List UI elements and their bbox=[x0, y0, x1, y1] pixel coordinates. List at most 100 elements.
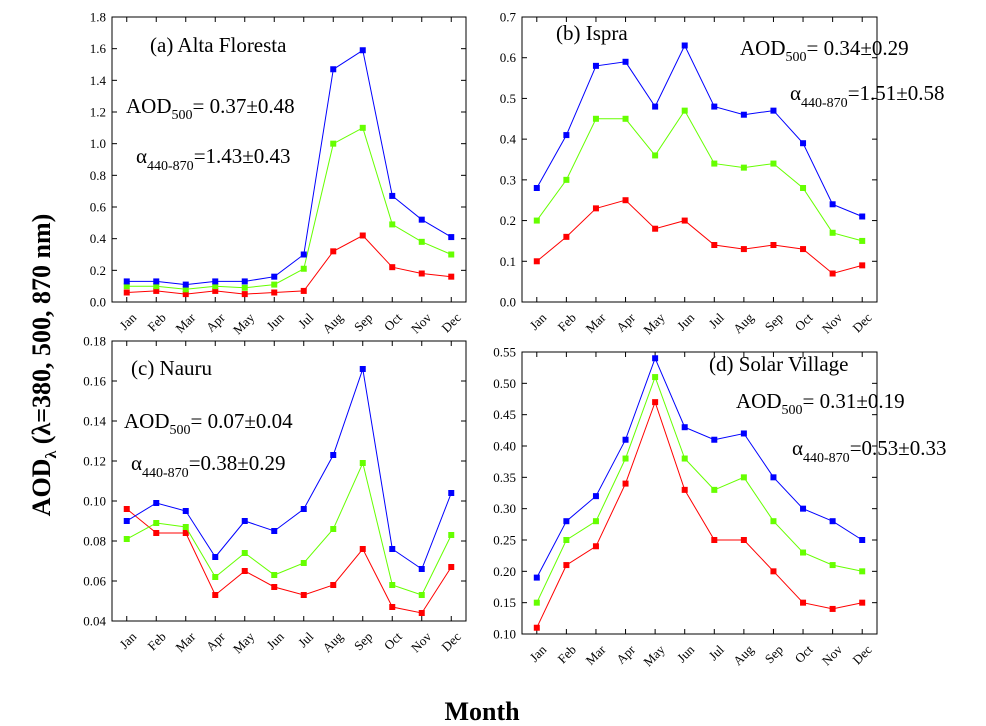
panel-a-red-point bbox=[418, 270, 425, 277]
panel-d-blue-point bbox=[592, 493, 599, 500]
panel-c-blue-point bbox=[418, 566, 425, 572]
panel-a-green-point bbox=[418, 238, 425, 245]
panel-c-series bbox=[123, 366, 455, 616]
panel-c-red-point bbox=[448, 564, 455, 570]
panel-c-green-point bbox=[123, 536, 130, 542]
panel-b-plot-frame bbox=[521, 16, 878, 303]
panel-d-green-point bbox=[829, 562, 836, 569]
panel-c-plot-frame bbox=[111, 340, 467, 622]
panel-a-xtick-label: Jul bbox=[295, 310, 317, 332]
panel-c-red-point bbox=[241, 568, 248, 574]
panel-b-frame bbox=[521, 16, 878, 303]
panel-a-red-point bbox=[212, 287, 219, 294]
panel-b-red-point bbox=[652, 225, 659, 232]
panel-d-red-point bbox=[592, 543, 599, 550]
panel-a-red-point bbox=[448, 273, 455, 280]
panel-c-green-point bbox=[389, 582, 396, 588]
panel-b-blue-point bbox=[740, 111, 747, 118]
panel-a-green-point bbox=[212, 283, 219, 290]
panel-d-blue-point bbox=[859, 537, 866, 543]
panel-c-green-point bbox=[300, 560, 307, 566]
panel-c-blue-point bbox=[123, 518, 130, 524]
panel-c-blue-point bbox=[330, 452, 337, 458]
panel-d-ytick-label: 0.15 bbox=[493, 595, 516, 610]
panel-b-alpha-stat: α440-870=1.51±0.58 bbox=[790, 81, 945, 111]
panel-c-xtick-label: Nov bbox=[408, 629, 435, 656]
panel-b-xtick-label: Jan bbox=[526, 310, 549, 333]
panel-c-xtick-label: Mar bbox=[172, 628, 198, 654]
panel-b-xtick-label: Aug bbox=[730, 310, 757, 337]
panel-b-ytick-label: 0.4 bbox=[500, 132, 517, 147]
panel-b-red-point bbox=[829, 270, 836, 277]
panel-d-xtick-label: Feb bbox=[555, 642, 579, 666]
panel-c-xtick-label: May bbox=[230, 629, 258, 657]
panel-a-blue-point bbox=[418, 216, 425, 223]
panel-d-xtick-label: Mar bbox=[583, 641, 609, 667]
panel-c-xtick-label: Apr bbox=[203, 628, 228, 653]
panel-d-green-line bbox=[536, 375, 863, 603]
panel-c-red-point bbox=[182, 530, 189, 536]
panel-b-red-point bbox=[563, 233, 570, 240]
panel-d-blue-point bbox=[770, 474, 777, 481]
panel-a-blue-point bbox=[271, 273, 278, 280]
panel-a-xtick-label: Jun bbox=[263, 310, 287, 334]
figure-ylabel-main: AOD bbox=[27, 459, 56, 517]
panel-c-green-line bbox=[126, 461, 452, 596]
panel-d-blue-point bbox=[681, 424, 688, 431]
panel-c-red-point bbox=[271, 584, 278, 590]
panel-b-ytick-label: 0.1 bbox=[500, 254, 516, 269]
panel-a-blue-point bbox=[330, 66, 337, 73]
panel-a-xtick-label: Nov bbox=[408, 310, 435, 337]
panel-a-xtick-label: Dec bbox=[438, 310, 464, 336]
panel-c-ytick-label: 0.08 bbox=[83, 534, 106, 549]
panel-d-ytick-label: 0.35 bbox=[493, 470, 516, 485]
panel-b-green-point bbox=[563, 176, 570, 183]
panel-b-series bbox=[533, 42, 866, 277]
panel-c-xtick-label: Feb bbox=[144, 629, 168, 653]
panel-a-green-line bbox=[126, 127, 452, 290]
panel-d-xtick-label: Oct bbox=[792, 642, 816, 666]
panel-a-ytick-label: 0.8 bbox=[90, 168, 106, 183]
panel-d-red-point bbox=[652, 399, 659, 406]
panel-a-green-point bbox=[182, 286, 189, 293]
panel-a-xtick-label: Jan bbox=[116, 310, 139, 333]
panel-d-red-point bbox=[770, 568, 777, 575]
panel-a-blue-point bbox=[123, 278, 130, 285]
panel-a-red-point bbox=[241, 291, 248, 298]
panel-c-ytick-label: 0.16 bbox=[83, 374, 106, 389]
panel-a-blue-point bbox=[182, 281, 189, 288]
panel-b-xtick-label: Oct bbox=[792, 310, 816, 334]
panel-b-green-point bbox=[829, 229, 836, 236]
panel-a-green-point bbox=[300, 265, 307, 272]
panel-a-red-point bbox=[271, 289, 278, 296]
panel-b-xtick-label: Feb bbox=[555, 310, 579, 334]
panel-d-xtick-label: Dec bbox=[849, 642, 875, 668]
panel-b-title: (b) Ispra bbox=[556, 21, 628, 45]
panel-a-red-point bbox=[300, 287, 307, 294]
panel-c-red-line bbox=[126, 508, 452, 614]
panel-c-red-point bbox=[389, 604, 396, 610]
panel-d-green-point bbox=[681, 455, 688, 462]
panel-b-xtick-label: Mar bbox=[583, 309, 609, 335]
panel-c-xtick-label: Oct bbox=[381, 629, 405, 653]
panel-c-blue-point bbox=[448, 490, 455, 496]
panel-c-green-point bbox=[448, 532, 455, 538]
panel-c-red-point bbox=[212, 592, 219, 598]
panel-b-green-point bbox=[622, 115, 629, 122]
panel-d-red-point bbox=[800, 599, 807, 606]
panel-c-blue-point bbox=[271, 528, 278, 534]
panel-c-blue-point bbox=[300, 506, 307, 512]
figure-ylabel-subscript: λ bbox=[43, 451, 60, 459]
panel-a-ytick-label: 1.4 bbox=[90, 73, 107, 88]
panel-b-xtick-label: Apr bbox=[613, 309, 638, 334]
panel-b-ytick-label: 0.6 bbox=[500, 50, 517, 65]
panel-a-green-point bbox=[330, 140, 337, 147]
panel-b-green-point bbox=[592, 115, 599, 122]
panel-d-red-point bbox=[563, 562, 570, 569]
panel-d-blue-point bbox=[829, 518, 836, 525]
panel-a-xtick-label: Apr bbox=[203, 309, 228, 334]
panel-a-green-point bbox=[153, 283, 160, 290]
panel-c-green-point bbox=[241, 550, 248, 556]
panel-d-red-point bbox=[859, 599, 866, 606]
